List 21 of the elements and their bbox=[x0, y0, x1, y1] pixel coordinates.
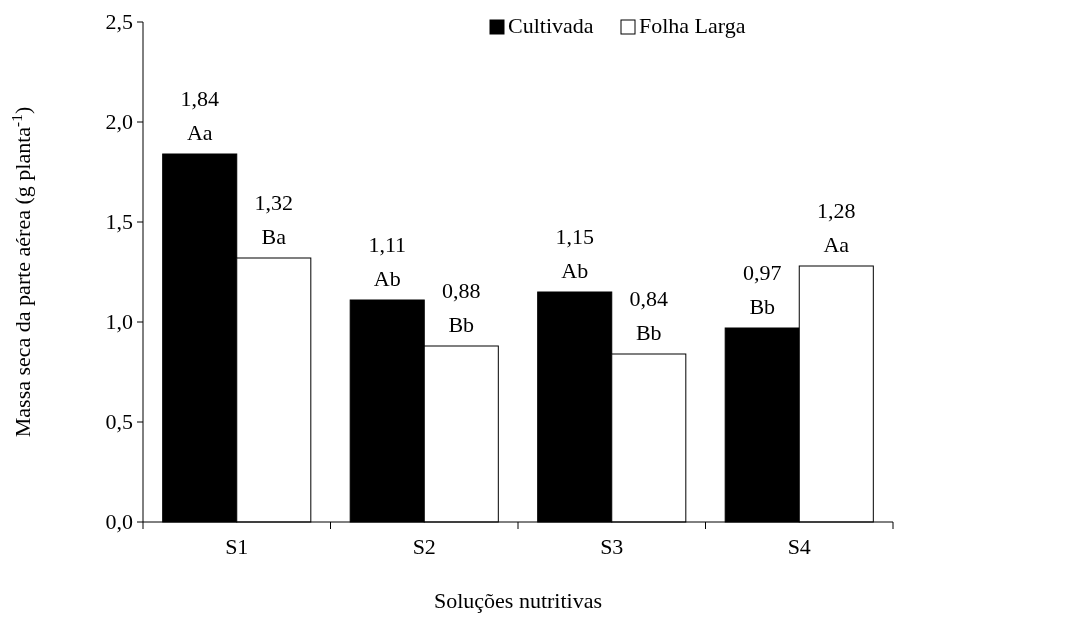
y-tick-label: 2,0 bbox=[105, 109, 133, 134]
x-tick-label: S3 bbox=[600, 534, 624, 559]
legend-label: Cultivada bbox=[508, 13, 594, 38]
y-tick-label: 0,5 bbox=[105, 409, 133, 434]
x-axis-title: Soluções nutritivas bbox=[433, 588, 603, 613]
data-label: 1,11 Ab bbox=[368, 232, 407, 291]
y-tick-label: 1,0 bbox=[105, 309, 133, 334]
y-tick-label: 0,0 bbox=[105, 509, 133, 534]
data-label: 0,97 Bb bbox=[742, 260, 782, 319]
x-tick-label: S4 bbox=[787, 534, 811, 559]
x-tick-label: S2 bbox=[412, 534, 436, 559]
data-label: 0,84 Bb bbox=[629, 286, 669, 345]
y-tick-label: 2,5 bbox=[105, 9, 133, 34]
x-tick-label: S1 bbox=[225, 534, 249, 559]
legend-label: Folha Larga bbox=[639, 13, 746, 38]
y-tick-label: 1,5 bbox=[105, 209, 133, 234]
data-label: 1,32 Ba bbox=[254, 190, 294, 249]
data-label: 1,28 Aa bbox=[817, 198, 856, 257]
data-label: 1,15 Ab bbox=[555, 224, 594, 283]
data-label: 0,88 Bb bbox=[442, 278, 481, 337]
data-label: 1,84 Aa bbox=[180, 86, 219, 145]
